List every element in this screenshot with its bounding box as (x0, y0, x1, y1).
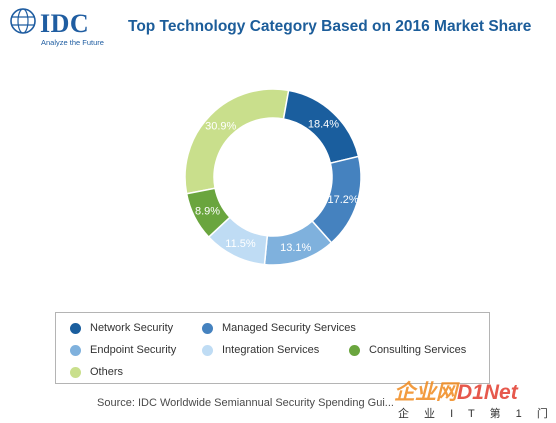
chart-title: Top Technology Category Based on 2016 Ma… (128, 18, 532, 35)
legend-dot (70, 322, 81, 334)
slice-label: 8.9% (195, 205, 220, 217)
globe-icon (10, 8, 36, 34)
watermark-chinese: 企业网 (394, 381, 457, 404)
logo-text: IDC (40, 9, 90, 38)
legend-item-endpoint-security: Endpoint Security (70, 344, 176, 356)
legend-dot (70, 344, 81, 356)
watermark-sub: 企 业 I T 第 1 门 户 (398, 408, 556, 420)
legend-label: Network Security (90, 322, 174, 334)
donut-slice-consulting-services (185, 187, 231, 239)
donut-chart: 30.9% 18.4% 17.2% 13.1% 11.5% 8.9% (184, 88, 362, 266)
legend-dot (202, 344, 213, 356)
legend-item-network-security: Network Security (70, 322, 173, 334)
idc-logo: IDC Analyze the Future (10, 8, 110, 48)
chart-legend: Network Security Managed Security Service… (55, 312, 490, 384)
legend-label: Consulting Services (369, 344, 467, 356)
slice-label: 18.4% (308, 119, 339, 131)
slice-label: 30.9% (205, 120, 236, 132)
watermark-logo: 企业网D1Net 企 业 I T 第 1 门 户 (394, 376, 556, 423)
slice-label: 11.5% (225, 238, 256, 250)
donut-slice-others (184, 88, 290, 195)
watermark-brand: D1Net (457, 381, 518, 404)
source-note: Source: IDC Worldwide Semiannual Securit… (97, 397, 394, 409)
slice-label: 17.2% (328, 194, 359, 206)
legend-label: Others (90, 366, 124, 378)
legend-item-integration-services: Integration Services (202, 344, 319, 356)
legend-label: Integration Services (222, 344, 320, 356)
slice-label: 13.1% (280, 242, 311, 254)
logo-tagline: Analyze the Future (41, 38, 104, 47)
watermark-main: 企业网D1Net (394, 376, 518, 406)
legend-label: Managed Security Services (222, 322, 356, 334)
legend-item-managed-security-services: Managed Security Services (202, 322, 356, 334)
legend-dot (202, 322, 213, 334)
legend-dot (349, 344, 360, 356)
legend-label: Endpoint Security (90, 344, 177, 356)
legend-dot (70, 366, 81, 378)
legend-item-consulting-services: Consulting Services (349, 344, 466, 356)
legend-item-others: Others (70, 366, 123, 378)
